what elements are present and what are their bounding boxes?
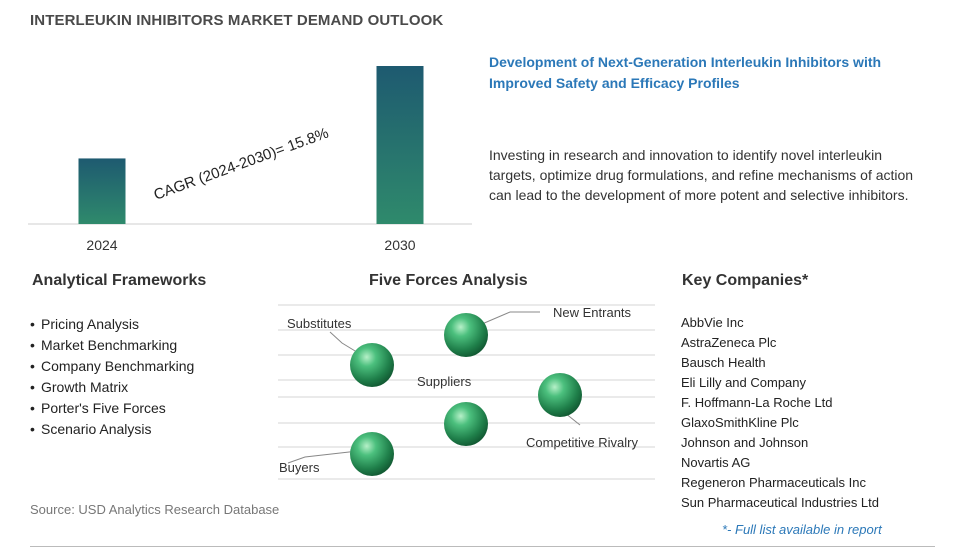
x-tick-label: 2024 xyxy=(86,237,117,253)
list-item: Market Benchmarking xyxy=(30,335,194,356)
force-label-competitive-rivalry: Competitive Rivalry xyxy=(526,435,638,450)
companies-title: Key Companies* xyxy=(682,272,809,289)
bar-2024 xyxy=(78,158,126,224)
page-title: INTERLEUKIN INHIBITORS MARKET DEMAND OUT… xyxy=(30,12,444,29)
force-label-new-entrants: New Entrants xyxy=(553,305,632,320)
sphere-substitutes xyxy=(350,343,394,387)
highlight-heading: Development of Next-Generation Interleuk… xyxy=(489,54,882,91)
list-item: F. Hoffmann-La Roche Ltd xyxy=(681,395,833,410)
five-forces-title: Five Forces Analysis xyxy=(369,272,528,289)
list-item: Bausch Health xyxy=(681,355,766,370)
bar-chart: 2024 2030 CAGR (2024-2030)= 15.8% xyxy=(28,66,472,253)
sphere-buyers xyxy=(350,432,394,476)
five-forces-diagram: Substitutes New Entrants Suppliers Compe… xyxy=(278,304,655,480)
x-tick-label: 2030 xyxy=(384,237,415,253)
list-item: GlaxoSmithKline Plc xyxy=(681,415,799,430)
list-item: AbbVie Inc xyxy=(681,315,744,330)
list-item: Eli Lilly and Company xyxy=(681,375,807,390)
highlight-description: Investing in research and innovation to … xyxy=(489,147,914,203)
cagr-annotation: CAGR (2024-2030)= 15.8% xyxy=(152,125,331,204)
frameworks-title: Analytical Frameworks xyxy=(32,272,207,289)
sphere-competitive-rivalry xyxy=(538,373,582,417)
list-item: Novartis AG xyxy=(681,455,751,470)
source-note: Source: USD Analytics Research Database xyxy=(30,502,280,517)
list-item: Growth Matrix xyxy=(30,377,194,398)
frameworks-list: Pricing Analysis Market Benchmarking Com… xyxy=(30,314,194,440)
list-item: Johnson and Johnson xyxy=(681,435,809,450)
companies-footnote: *- Full list available in report xyxy=(722,522,882,537)
bottom-divider xyxy=(30,546,935,547)
sphere-new-entrants xyxy=(444,313,488,357)
list-item: Company Benchmarking xyxy=(30,356,194,377)
list-item: Sun Pharmaceutical Industries Ltd xyxy=(681,495,879,510)
force-label-suppliers: Suppliers xyxy=(417,374,472,389)
list-item: Regeneron Pharmaceuticals Inc xyxy=(681,475,866,490)
sphere-suppliers xyxy=(444,402,488,446)
bar-2030 xyxy=(376,66,424,224)
list-item: Pricing Analysis xyxy=(30,314,194,335)
force-label-substitutes: Substitutes xyxy=(287,316,352,331)
companies-list: AbbVie Inc AstraZeneca Plc Bausch Health… xyxy=(681,313,879,513)
list-item: Scenario Analysis xyxy=(30,419,194,440)
list-item: AstraZeneca Plc xyxy=(681,335,777,350)
list-item: Porter's Five Forces xyxy=(30,398,194,419)
force-label-buyers: Buyers xyxy=(279,460,320,475)
